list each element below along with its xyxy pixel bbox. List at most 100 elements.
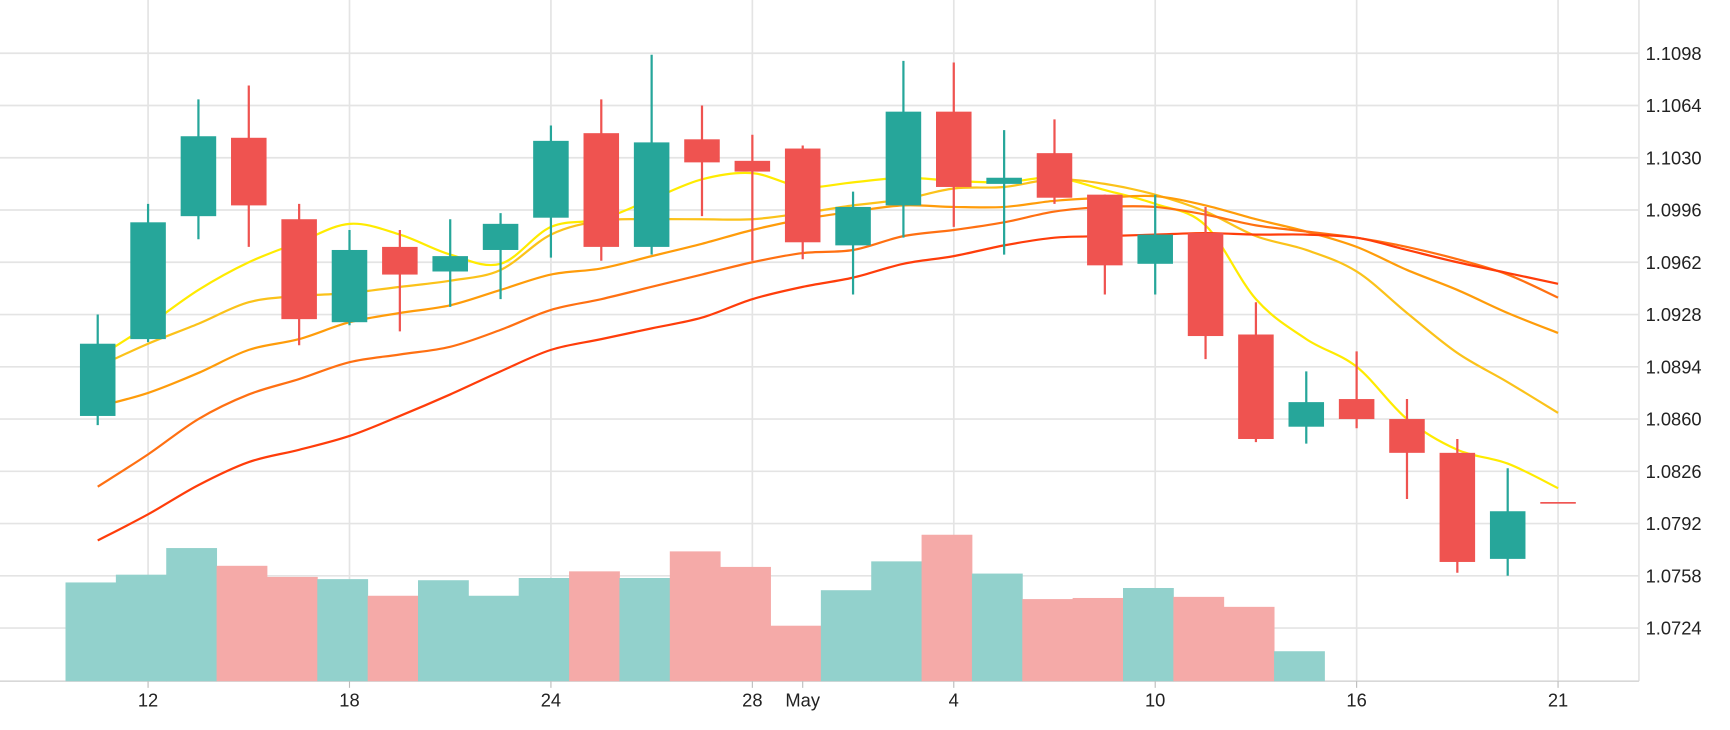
x-tick-label: 10 bbox=[1145, 690, 1165, 711]
candle bbox=[331, 229, 368, 326]
moving-average-line-5 bbox=[97, 231, 1559, 542]
candle bbox=[885, 60, 922, 238]
candle bbox=[1338, 351, 1375, 429]
x-tick-label: May bbox=[785, 690, 820, 711]
moving-average-line-4 bbox=[97, 205, 1559, 488]
candle bbox=[1036, 119, 1073, 204]
candle bbox=[936, 62, 972, 227]
candle bbox=[583, 99, 620, 261]
candle bbox=[633, 54, 670, 255]
candle bbox=[231, 85, 267, 247]
candles bbox=[79, 54, 1576, 576]
volume-bar bbox=[720, 566, 771, 682]
candle-body bbox=[382, 246, 418, 275]
candle bbox=[684, 105, 720, 217]
volume-bar bbox=[216, 565, 268, 682]
candle-body bbox=[331, 249, 368, 323]
y-tick-label: 1.0996 bbox=[1646, 200, 1702, 221]
candle bbox=[1137, 194, 1173, 295]
candle bbox=[382, 229, 418, 332]
candle-body bbox=[533, 140, 569, 218]
candle bbox=[1238, 302, 1274, 443]
candle bbox=[79, 314, 116, 426]
candle-body bbox=[432, 256, 468, 272]
volume-bar bbox=[418, 580, 469, 682]
y-tick-label: 1.0826 bbox=[1646, 461, 1702, 482]
candle bbox=[281, 203, 317, 346]
candle-body bbox=[180, 136, 217, 217]
candle-body bbox=[79, 343, 116, 416]
candle bbox=[1187, 206, 1224, 360]
candle-body bbox=[130, 222, 166, 340]
candle-body bbox=[1540, 502, 1576, 504]
x-tick-label: 18 bbox=[339, 690, 359, 711]
volume-bar bbox=[1274, 651, 1325, 682]
candle bbox=[1087, 194, 1123, 295]
y-tick-label: 1.1098 bbox=[1646, 43, 1702, 64]
candle-body bbox=[784, 148, 821, 243]
candle-body bbox=[1489, 511, 1526, 559]
candle-body bbox=[1389, 419, 1425, 453]
volume-bar bbox=[468, 595, 520, 682]
candle bbox=[1288, 371, 1325, 444]
candle bbox=[482, 213, 519, 300]
y-tick-label: 1.1064 bbox=[1646, 95, 1702, 116]
volume-bar bbox=[820, 590, 872, 682]
volume-bar bbox=[871, 561, 923, 682]
candle-body bbox=[885, 111, 922, 206]
y-axis: 1.1098 1.1064 1.1030 1.0996 1.0962 1.0928 1.08… bbox=[1646, 43, 1702, 639]
x-tick-label: 24 bbox=[541, 690, 561, 711]
volume-bar bbox=[1223, 606, 1275, 682]
candle-body bbox=[1137, 234, 1173, 264]
candle-body bbox=[734, 160, 771, 172]
candle-body bbox=[583, 133, 620, 247]
candle-body bbox=[1036, 153, 1073, 198]
volume-bar bbox=[921, 534, 973, 682]
volume-bar bbox=[317, 579, 369, 682]
volume-bars bbox=[65, 534, 1325, 682]
volume-bar bbox=[367, 595, 419, 682]
candle bbox=[1540, 502, 1576, 504]
y-tick-label: 1.0792 bbox=[1646, 513, 1702, 534]
candle bbox=[835, 191, 871, 295]
volume-bar bbox=[1173, 596, 1225, 682]
candle bbox=[986, 130, 1022, 255]
volume-bar bbox=[619, 578, 671, 682]
candle bbox=[1439, 439, 1476, 573]
volume-bar bbox=[166, 548, 218, 682]
candle-body bbox=[231, 137, 267, 206]
candle bbox=[1389, 399, 1425, 499]
volume-bar bbox=[569, 571, 620, 682]
candle-body bbox=[1288, 402, 1325, 427]
y-tick-label: 1.0894 bbox=[1646, 356, 1702, 377]
candle-body bbox=[1439, 452, 1476, 562]
candle-body bbox=[1238, 334, 1274, 440]
candle-body bbox=[936, 111, 972, 187]
moving-average-line-1 bbox=[97, 171, 1559, 490]
candle-body bbox=[835, 206, 871, 246]
candle-body bbox=[1338, 399, 1375, 420]
y-tick-label: 1.0860 bbox=[1646, 409, 1702, 430]
volume-bar bbox=[669, 551, 721, 682]
candle-body bbox=[482, 223, 519, 250]
candle bbox=[180, 99, 217, 240]
x-tick-label: 28 bbox=[742, 690, 762, 711]
volume-bar bbox=[115, 574, 167, 682]
y-tick-label: 1.0758 bbox=[1646, 565, 1702, 586]
volume-bar bbox=[1072, 597, 1124, 682]
candle bbox=[734, 134, 771, 261]
volume-bar bbox=[1123, 587, 1174, 682]
candle-body bbox=[1187, 233, 1224, 337]
volume-bar bbox=[65, 582, 117, 682]
x-tick-label: 16 bbox=[1346, 690, 1366, 711]
x-tick-label: 21 bbox=[1548, 690, 1568, 711]
candle-body bbox=[633, 142, 670, 247]
y-tick-label: 1.1030 bbox=[1646, 147, 1702, 168]
candle-body bbox=[684, 139, 720, 163]
volume-bar bbox=[1022, 599, 1074, 682]
x-axis: 12 18 24 28 May 4 10 16 21 bbox=[138, 681, 1568, 711]
volume-bar bbox=[770, 625, 822, 682]
candle-body bbox=[986, 177, 1022, 184]
candle-body bbox=[1087, 194, 1123, 266]
